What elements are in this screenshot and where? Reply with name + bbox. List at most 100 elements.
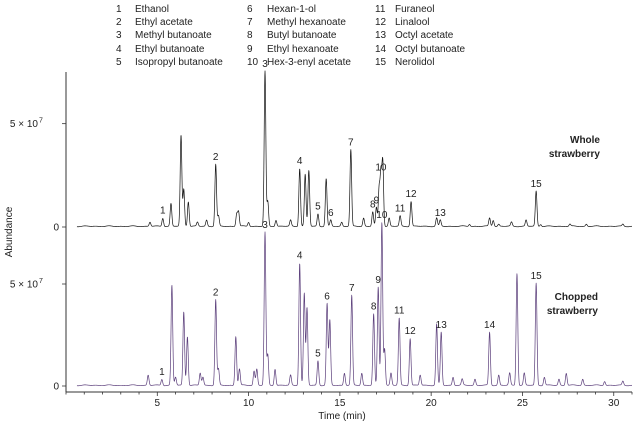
legend-item-name: Methyl hexanoate [267, 17, 346, 29]
peak-label: 5 [315, 202, 321, 213]
x-tick-label: 20 [426, 398, 438, 409]
series-whole-strawberry [76, 70, 633, 228]
peak-label: 9 [375, 275, 381, 286]
legend-item: 7 Methyl hexanoate [247, 17, 346, 29]
legend-item-name: Hex-3-enyl acetate [267, 56, 351, 68]
legend-item-number: 6 [247, 4, 253, 15]
y-tick-label-zero: 0 [53, 223, 59, 234]
chart-marks: 1234567891011121315Wholestrawberry123456… [159, 59, 600, 378]
y-tick-label: 5 × 10 [10, 280, 39, 291]
legend-item-name: Ethyl acetate [135, 17, 193, 29]
legend-item-name: Linalool [395, 17, 430, 29]
legend-item-name: Hexan-1-ol [267, 4, 316, 15]
y-tick-label-mantissa: 5 × 10 [10, 280, 39, 291]
legend-item: 8 Butyl butanoate [247, 30, 337, 42]
peak-label: 14 [484, 320, 496, 331]
legend-item-number: 4 [116, 43, 122, 55]
legend-item-name: Methyl butanoate [135, 30, 212, 42]
legend-item-number: 12 [375, 17, 387, 29]
panel-title: Chopped [555, 292, 598, 303]
peak-label: 2 [213, 287, 219, 298]
peak-label: 4 [297, 156, 303, 167]
legend-item-name: Octyl butanoate [395, 43, 466, 55]
legend-item-number: 11 [375, 4, 386, 15]
legend-item-number: 13 [375, 30, 387, 42]
legend-item-name: Ethyl hexanoate [267, 43, 339, 55]
legend-item: 9 Ethyl hexanoate [247, 43, 339, 56]
peak-label: 10 [376, 210, 388, 221]
peak-label: 1 [159, 367, 165, 378]
legend-item: 13 Octyl acetate [375, 30, 453, 42]
legend-item: 3 Methyl butanoate [116, 30, 212, 42]
panel-title: strawberry [549, 149, 601, 160]
y-tick-label-mantissa: 5 × 10 [10, 119, 39, 130]
legend-item: 6 Hexan-1-ol [247, 4, 316, 16]
legend-item-number: 5 [116, 56, 122, 68]
legend-item: 1 Ethanol [116, 4, 169, 16]
legend-item-number: 14 [375, 43, 387, 55]
legend-item-number: 7 [247, 17, 253, 29]
legend-item-name: Butyl butanoate [267, 30, 337, 42]
y-axis-label: Abundance [4, 206, 15, 257]
x-tick-label: 15 [334, 398, 346, 409]
peak-label: 9 [374, 195, 380, 206]
peak-label: 4 [297, 251, 303, 262]
x-tick-label: 10 [243, 398, 255, 409]
y-tick-label: 5 × 10 [10, 119, 39, 130]
legend-item: 15 Nerolidol [375, 56, 434, 69]
peak-label: 13 [435, 208, 447, 219]
compound-legend: 1 Ethanol 2 Ethyl acetate 3 Methyl butanoate 4… [0, 0, 640, 70]
legend-item: 14 Octyl butanoate [375, 43, 465, 56]
peak-label: 8 [371, 302, 377, 313]
legend-item-number: 15 [375, 56, 387, 68]
peak-label: 13 [436, 320, 448, 331]
legend-item-number: 2 [116, 17, 122, 29]
legend-item-number: 9 [247, 43, 253, 55]
peak-label: 2 [213, 152, 219, 163]
legend-item-name: Octyl acetate [395, 30, 454, 42]
y-tick-label-zero: 0 [53, 382, 59, 393]
panel-title: Whole [570, 135, 600, 146]
y-tick-label-exponent: 7 [39, 118, 43, 125]
peak-label: 10 [375, 162, 387, 173]
x-tick-label: 25 [517, 398, 529, 409]
legend-item-name: Ethanol [135, 4, 169, 15]
legend-item: 10 Hex-3-enyl acetate [247, 56, 351, 69]
chart-series [76, 70, 633, 387]
peak-label: 1 [160, 206, 166, 217]
legend-item: 11 Furaneol [375, 4, 434, 16]
peak-label: 12 [405, 326, 417, 337]
panel-title: strawberry [547, 306, 599, 317]
legend-item-number: 10 [247, 56, 259, 68]
peak-label: 6 [328, 208, 334, 219]
peak-label: 12 [406, 189, 418, 200]
legend-item-number: 3 [116, 30, 122, 42]
x-tick-label: 30 [608, 398, 620, 409]
legend-item-name: Furaneol [395, 4, 435, 15]
legend-item-name: Nerolidol [395, 56, 435, 68]
peak-label: 8 [370, 200, 376, 211]
legend-item-number: 8 [247, 30, 253, 42]
peak-label: 3 [262, 220, 268, 231]
peak-label: 3 [262, 59, 268, 70]
legend-item: 4 Ethyl butanoate [116, 43, 205, 56]
legend-item-number: 1 [116, 4, 122, 15]
legend-item: 5 Isopropyl butanoate [116, 56, 223, 69]
legend-item-name: Ethyl butanoate [135, 43, 205, 55]
series-chopped-strawberry [76, 222, 633, 387]
x-tick-label: 5 [155, 398, 161, 409]
peak-label: 5 [315, 349, 321, 360]
legend-item: 12 Linalool [375, 17, 429, 29]
peak-label: 7 [349, 283, 355, 294]
peak-label: 6 [324, 291, 330, 302]
peak-label: 15 [531, 179, 543, 190]
legend-item: 2 Ethyl acetate [116, 17, 193, 29]
x-axis-label: Time (min) [318, 411, 365, 422]
peak-label: 15 [531, 271, 543, 282]
legend-item-name: Isopropyl butanoate [135, 56, 223, 68]
peak-label: 11 [394, 306, 405, 317]
peak-label: 7 [348, 138, 354, 149]
peak-label: 11 [395, 204, 406, 215]
